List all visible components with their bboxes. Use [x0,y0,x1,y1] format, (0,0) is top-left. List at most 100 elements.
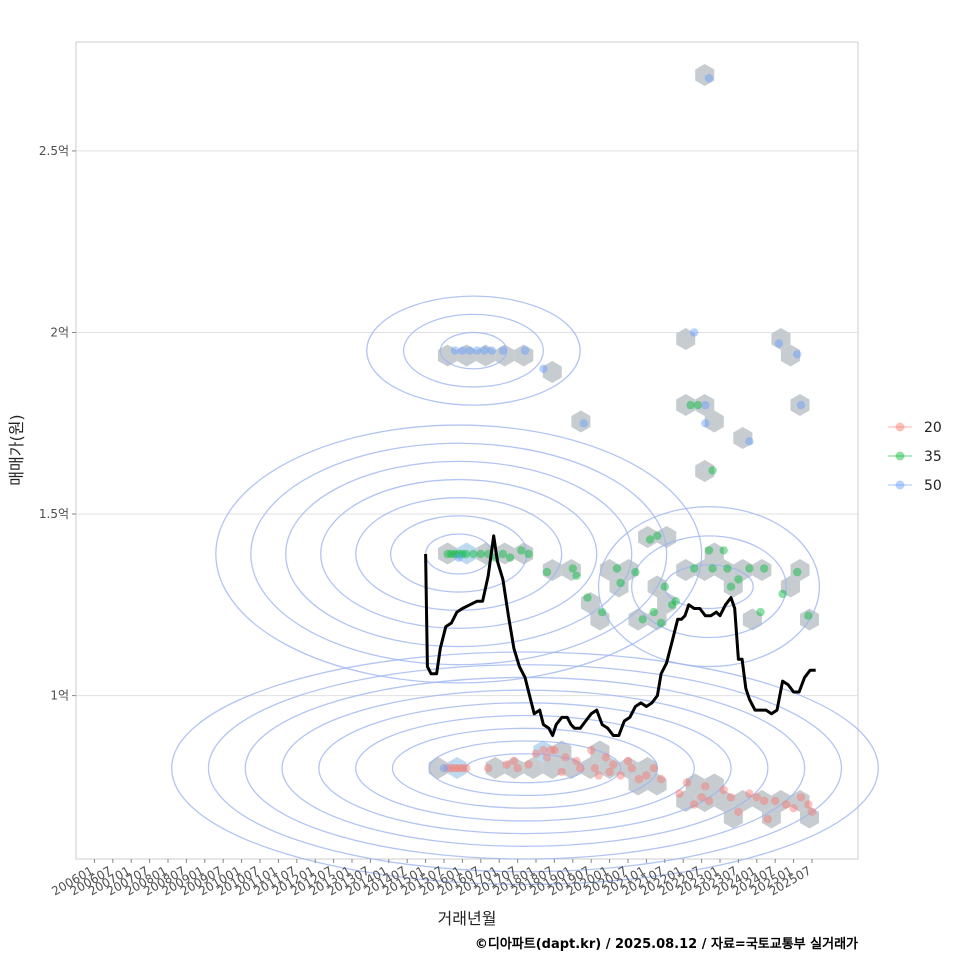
legend-label-20: 20 [924,420,942,436]
median-price-line [424,534,816,737]
hexbin-cell [723,575,743,598]
point-series-50 [450,346,460,355]
point-series-20 [642,771,651,780]
hexbin-cell [695,460,715,482]
density-contour [597,506,821,668]
density-contour [664,564,754,610]
hexbin-cell [676,559,696,581]
point-series-20 [454,764,463,773]
point-series-35 [708,466,717,475]
point-series-20 [771,796,780,806]
point-series-20 [513,764,522,773]
point-series-35 [616,578,625,588]
point-series-50 [745,437,754,446]
y-tick-label: 1.5억 [39,507,69,521]
point-series-20 [605,767,614,777]
point-series-35 [778,589,787,599]
point-series-20 [782,800,791,809]
point-series-20 [450,764,460,773]
hexbin-cell [447,757,467,779]
hexbin-cell [599,757,619,779]
hexbin-cell [723,806,743,829]
point-series-35 [542,567,552,577]
point-series-20 [789,804,798,813]
point-series-20 [796,793,806,802]
hexbin-cell [771,790,791,812]
point-series-35 [454,549,463,559]
hexbin-cell [495,542,515,565]
density-contour [428,740,622,797]
hexbin-cell [523,757,543,779]
point-series-20 [539,745,548,755]
point-series-35 [458,549,467,559]
point-series-35 [612,564,622,573]
point-series-20 [690,800,699,809]
hexbin-cell [638,526,658,548]
point-series-35 [638,615,647,624]
point-series-50 [454,553,463,562]
density-contour [320,478,598,630]
point-series-20 [656,774,666,784]
point-series-50 [439,764,449,773]
point-series-50 [458,346,467,355]
point-series-35 [756,607,765,617]
hexbin-cell [438,344,458,367]
point-series-20 [557,767,566,777]
point-series-20 [443,764,452,773]
legend: 20 35 50 [888,420,942,494]
density-contour [281,689,769,847]
point-series-20 [760,796,769,806]
density-contour [215,424,703,684]
x-axis-ticks: 2006012006072007012007072008012008072009… [49,859,814,899]
point-series-20 [542,753,552,762]
point-series-20 [627,764,636,773]
point-series-50 [498,346,508,355]
point-series-50 [520,346,530,355]
point-series-20 [726,793,736,802]
hexbin-cell [752,559,772,581]
point-series-20 [623,756,633,766]
point-series-20 [701,782,710,791]
point-series-50 [701,419,710,428]
point-series-35 [583,593,592,602]
point-series-35 [671,597,680,606]
y-axis-title: 매매가(원) [7,414,26,485]
hexbin-cell [676,328,696,350]
hexbin-cell [619,757,639,779]
hexbin-cell [580,757,600,779]
hexbin-cell [676,790,696,812]
hexbin-cell [561,757,581,779]
hexbin-cell [714,790,734,812]
density-contour [366,295,581,406]
point-series-35 [726,582,736,591]
point-series-20 [594,771,603,780]
point-series-35 [524,549,533,559]
point-series-35 [517,546,526,555]
point-series-20 [546,745,555,755]
point-series-50 [796,400,806,410]
point-series-20 [734,807,743,816]
point-series-20 [609,760,618,769]
point-series-20 [682,778,692,787]
density-contour [389,515,528,593]
hexbin-cell [704,542,724,565]
hexbin-cell [533,740,553,763]
point-series-35 [506,553,515,562]
scatter-points [439,74,817,824]
point-series-35 [686,400,695,410]
x-axis-title: 거래년월 [438,909,497,928]
hexbin-cell [542,757,562,779]
point-series-35 [723,564,732,573]
point-series-50 [793,350,802,359]
hexbin-cell [695,790,715,812]
point-series-20 [576,764,585,773]
density-contour [391,727,659,809]
point-series-35 [645,535,655,544]
point-series-20 [763,814,772,824]
point-series-20 [697,793,706,802]
legend-key-point-50 [895,480,905,490]
point-series-20 [745,789,754,798]
point-series-20 [634,774,644,784]
point-series-35 [734,575,743,584]
